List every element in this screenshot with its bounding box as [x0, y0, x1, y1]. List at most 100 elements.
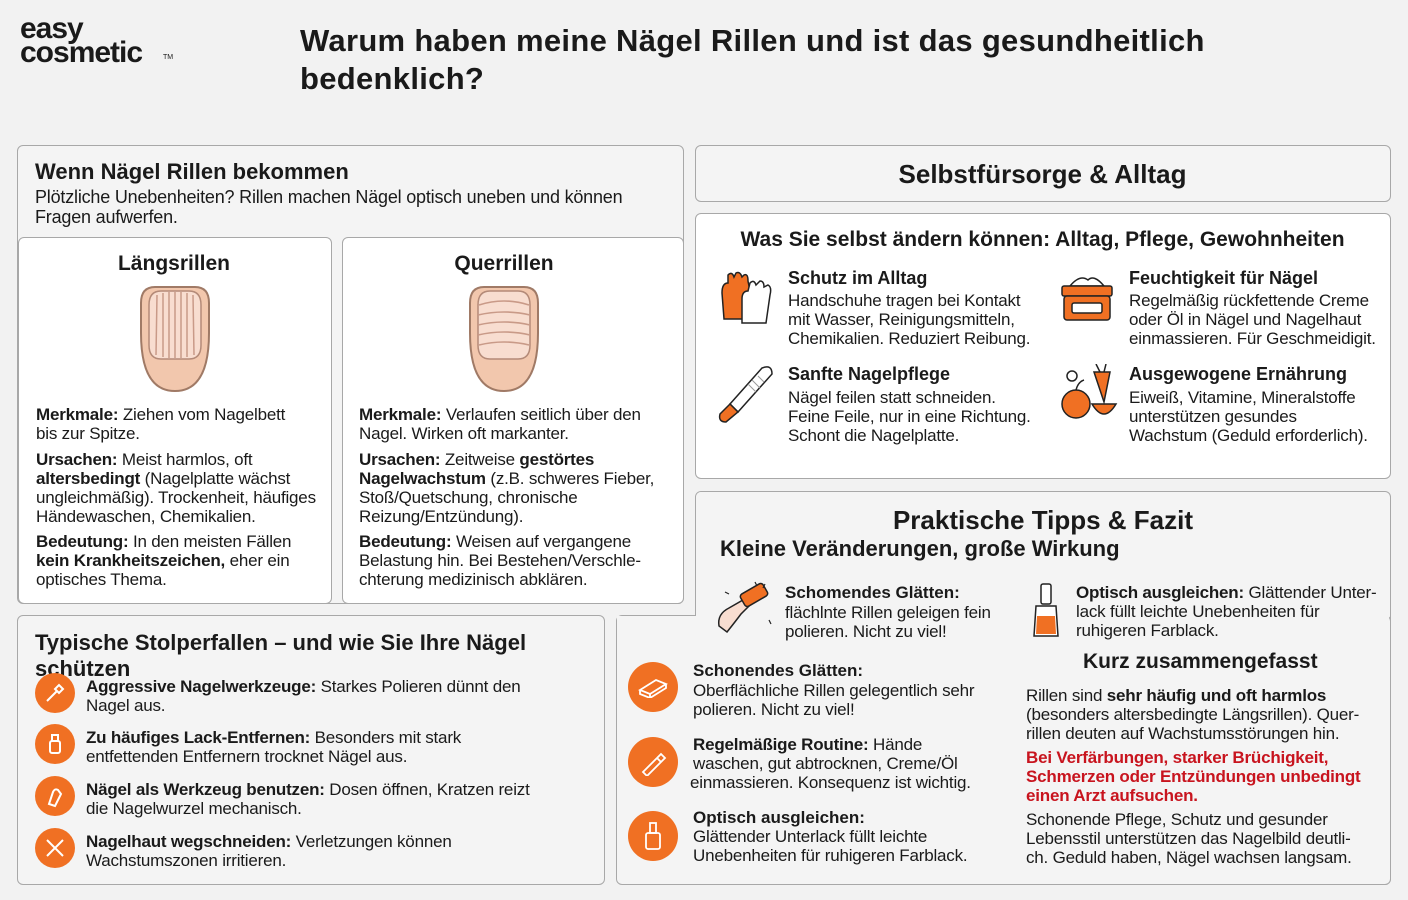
tip-left-3-l1: Glättender Unterlack füllt leichte: [693, 827, 928, 846]
pitfalls-panel: Typische Stolperfallen – und wie Sie Ihr…: [17, 615, 605, 885]
base-coat-bottle-icon: [628, 811, 678, 861]
logo-line1: easy: [20, 12, 84, 45]
cuticle-nipper-icon: [35, 828, 75, 868]
summary-warning-l3: einen Arzt aufsuchen.: [1026, 786, 1198, 805]
querrillen-card: Querrillen Merkmale: Verlaufen seitlich …: [342, 237, 684, 604]
quer-bedeutung-3: chterung medizinisch abklären.: [359, 570, 588, 589]
selfcare-1-l1: Handschuhe tragen bei Kontakt: [788, 291, 1021, 310]
laengs-bedeutung-2: kein Krankheitszeichen, eher ein: [36, 551, 290, 570]
tip-top-1-title: Schomendes Glätten:: [785, 583, 960, 602]
laengs-merkmale-2: bis zur Spitze.: [36, 424, 140, 443]
selfcare-header-title: Selbstfürsorge & Alltag: [898, 159, 1187, 189]
querrillen-title: Querrillen: [454, 252, 554, 275]
selfcare-1-l3: Chemikalien. Reduziert Reibung.: [788, 329, 1031, 348]
quer-ursachen-1: Ursachen: Zeitweise gestörtes: [359, 450, 595, 469]
pitfall-1-line1: Aggressive Nagelwerkzeuge: Starkes Polie…: [86, 677, 521, 696]
quer-ursachen-2: Nagelwachstum (z.B. schweres Fieber,: [359, 469, 655, 488]
tip-left-3-l2: Unebenheiten für ruhigeren Farblack.: [693, 846, 968, 865]
pitfall-2-line2: entfettenden Entfernern trocknet Nägel a…: [86, 747, 408, 766]
laengs-ursachen-4: Händewaschen, Chemikalien.: [36, 507, 256, 526]
intro-text-1: Plötzliche Unebenheiten? Rillen machen N…: [35, 187, 623, 207]
pitfall-3-line2: die Nagelwurzel mechanisch.: [86, 799, 302, 818]
pitfall-2-line1: Zu häufiges Lack-Entfernen: Besonders mi…: [86, 728, 462, 747]
intro-title: Wenn Nägel Rillen bekommen: [35, 159, 349, 184]
tip-top-2-l1: lack füllt leichte Unebenheiten für: [1076, 602, 1320, 621]
intro-panel: Wenn Nägel Rillen bekommen Plötzliche Un…: [17, 145, 684, 604]
pitfall-1-line2: Nagel aus.: [86, 696, 166, 715]
pitfall-4-line2: Wachstumszonen irritieren.: [86, 851, 287, 870]
summary-title: Kurz zusammengefasst: [1083, 650, 1318, 673]
laengsrillen-title: Längsrillen: [117, 252, 231, 275]
selfcare-2-l1: Regelmäßig rückfettende Creme: [1129, 291, 1369, 310]
selfcare-2-l3: einmassieren. Für Geschmeidigit.: [1129, 329, 1376, 348]
laengs-merkmale-1: Merkmale: Ziehen vom Nagelbett: [36, 405, 286, 424]
tip-left-2-l0: Regelmäßige Routine: Hände: [693, 735, 923, 754]
nail-brush-icon: [35, 673, 75, 713]
selfcare-2-l2: oder Öl in Nägel und Nagelhaut: [1129, 310, 1362, 329]
tip-top-2-l2: ruhigeren Farblack.: [1076, 621, 1219, 640]
gloves-icon: [721, 271, 772, 324]
pitfall-4-line1: Nagelhaut wegschneiden: Verletzungen kön…: [86, 832, 452, 851]
logo-line2: cosmetic: [20, 36, 143, 69]
pitfall-3-line1: Nägel als Werkzeug benutzen: Dosen öffne…: [86, 780, 530, 799]
longitudinal-ridge-nail-icon: [140, 286, 210, 393]
logo: easy cosmetic TM: [20, 14, 180, 70]
summary-p1-l1: Rillen sind sehr häufig und oft harmlos: [1026, 686, 1327, 705]
laengs-ursachen-2: altersbedingt (Nagelplatte wächst: [36, 469, 291, 488]
page-title: Warum haben meine Nägel Rillen und ist d…: [300, 22, 1205, 98]
transverse-ridge-nail-icon: [469, 286, 539, 393]
summary-p3-l1: Schonende Pflege, Schutz und gesunder: [1026, 810, 1328, 829]
selfcare-1-l2: mit Wasser, Reinigungsmitteln,: [788, 310, 1015, 329]
selfcare-header: Selbstfürsorge & Alltag: [695, 145, 1391, 202]
summary-p3-l2: Lebensstil unterstützen das Nagelbild de…: [1026, 829, 1351, 848]
selfcare-4-l3: Wachstum (Geduld erforderlich).: [1129, 426, 1368, 445]
cream-jar-icon: [1061, 277, 1113, 321]
tip-left-1-l2: polieren. Nicht zu viel!: [693, 700, 855, 719]
fruits-vegetables-icon: [1061, 364, 1118, 419]
polish-remover-bottle-icon: [35, 724, 75, 764]
laengs-ursachen-1: Ursachen: Meist harmlos, oft: [36, 450, 253, 469]
quer-merkmale-2: Nagel. Wirken oft markanter.: [359, 424, 569, 443]
selfcare-4-l1: Eiweiß, Vitamine, Mineralstoffe: [1129, 388, 1356, 407]
tips-title: Praktische Tipps & Fazit: [892, 505, 1194, 535]
tip-left-2-l1: waschen, gut abtrocknen, Creme/Öl: [693, 754, 958, 773]
polishing-hand-icon: [717, 581, 772, 634]
summary-p3-l3: ch. Geduld haben, Nägel wachsen langsam.: [1026, 848, 1352, 867]
selfcare-2-title: Feuchtigkeit für Nägel: [1129, 268, 1319, 288]
tips-subtitle: Kleine Veränderungen, große Wirkung: [720, 536, 1120, 561]
quer-merkmale-1: Merkmale: Verlaufen seitlich über den: [359, 405, 641, 424]
tip-left-3-title: Optisch ausgleichen:: [693, 808, 865, 827]
laengsrillen-card: Längsrillen Merkmale: Ziehen vom Nagelbe…: [18, 237, 332, 604]
tip-top-1-l1: flächlnte Rillen geleigen fein: [785, 603, 991, 622]
laengs-ursachen-3: ungleichmäßig). Trockenheit, häufiges: [36, 488, 316, 507]
logo-tm: TM: [163, 54, 174, 61]
quer-bedeutung-2: Belastung hin. Bei Bestehen/Verschle-: [359, 551, 641, 570]
selfcare-3-l2: Feine Feile, nur in eine Richtung.: [788, 407, 1031, 426]
selfcare-1-title: Schutz im Alltag: [788, 268, 928, 288]
finger-tool-icon: [35, 776, 75, 816]
tip-top-1-l2: polieren. Nicht zu viel!: [785, 622, 947, 641]
summary-p1-l3: rillen deuten auf Wachstumsstörungen hin…: [1026, 724, 1340, 743]
nail-file-icon: [718, 366, 773, 423]
tips-panel-joint-2: [696, 492, 1389, 882]
page-title-line1: Warum haben meine Nägel Rillen und ist d…: [300, 23, 1205, 58]
quer-bedeutung-1: Bedeutung: Weisen auf vergangene: [359, 532, 632, 551]
nail-polish-bottle-icon: [1033, 583, 1059, 637]
quer-ursachen-4: Reizung/Entzündung).: [359, 507, 524, 526]
laengs-bedeutung-1: Bedeutung: In den meisten Fällen: [36, 532, 292, 551]
cream-tube-icon: [628, 737, 678, 787]
quer-ursachen-3: Stoß/Quetschung, chronische: [359, 488, 578, 507]
intro-text-2: Fragen aufwerfen.: [35, 207, 178, 227]
buffer-block-icon: [628, 662, 678, 712]
selfcare-panel: Was Sie selbst ändern können: Alltag, Pf…: [695, 213, 1391, 479]
tip-left-1-title: Schonendes Glätten:: [693, 661, 864, 680]
selfcare-4-title: Ausgewogene Ernährung: [1129, 364, 1348, 384]
tip-left-2-l2: einmassieren. Konsequenz ist wichtig.: [690, 773, 971, 792]
pitfalls-title: Typische Stolperfallen – und wie Sie Ihr…: [35, 630, 527, 681]
selfcare-subtitle: Was Sie selbst ändern können: Alltag, Pf…: [740, 228, 1345, 251]
summary-warning-l2: Schmerzen oder Entzündungen unbedingt: [1026, 767, 1361, 786]
summary-p1-l2: (besonders altersbedingte Längsrillen). …: [1026, 705, 1360, 724]
summary-warning-l1: Bei Verfärbungen, starker Brüchigkeit,: [1026, 748, 1329, 767]
selfcare-3-l1: Nägel feilen statt schneiden.: [788, 388, 996, 407]
selfcare-3-title: Sanfte Nagelpflege: [788, 364, 951, 384]
